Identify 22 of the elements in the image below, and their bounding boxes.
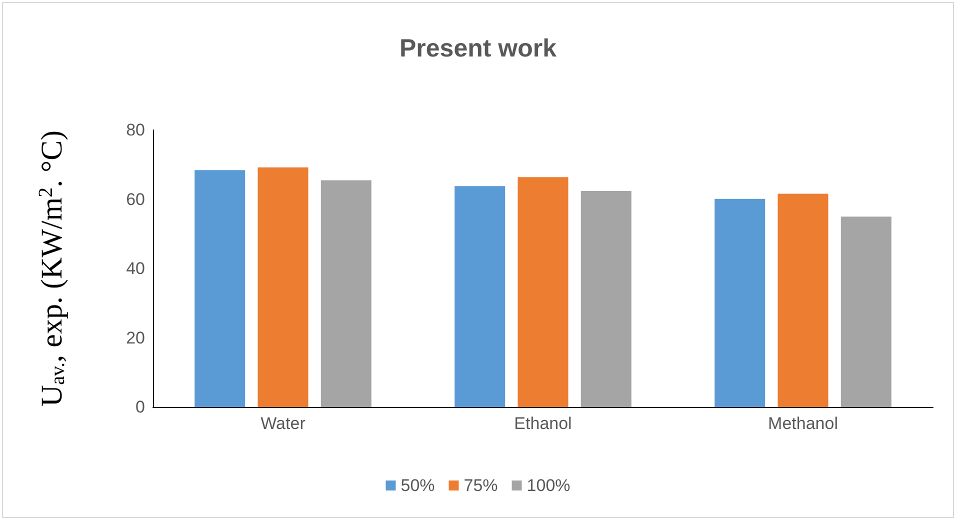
bar (454, 186, 506, 407)
legend-label: 50% (400, 476, 435, 495)
bar (840, 216, 892, 407)
bar (258, 167, 308, 407)
chart-title: Present work (399, 34, 557, 62)
bar (778, 194, 828, 407)
y-tick-label: 40 (126, 259, 145, 278)
x-tick-label: Methanol (768, 414, 838, 433)
legend-label: 100% (526, 476, 570, 495)
x-tick-label: Ethanol (514, 414, 572, 433)
legend-label: 75% (464, 476, 498, 495)
y-axis-title: Uav., exp. (KW/m2. °C) (35, 130, 69, 407)
x-tick-label: Water (260, 414, 306, 433)
y-tick-label: 20 (126, 328, 145, 348)
y-tick-label: 60 (126, 190, 145, 209)
bar (518, 177, 568, 407)
y-tick-label: 80 (126, 120, 145, 140)
bar (194, 170, 246, 407)
y-tick-label: 0 (136, 398, 145, 416)
bar (320, 180, 372, 407)
bar (714, 198, 766, 407)
bar (580, 190, 632, 407)
